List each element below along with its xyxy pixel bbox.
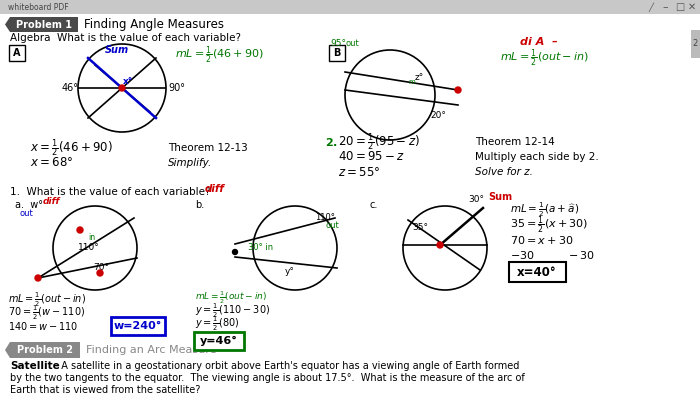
Text: 95°: 95° <box>330 40 346 48</box>
Text: w=240°: w=240° <box>114 321 162 331</box>
Text: Problem 1: Problem 1 <box>16 20 72 29</box>
Text: A satellite in a geostationary orbit above Earth's equator has a viewing angle o: A satellite in a geostationary orbit abo… <box>55 361 519 371</box>
Text: 2: 2 <box>693 40 698 48</box>
Text: $40 = 95 - z$: $40 = 95 - z$ <box>338 151 405 163</box>
Circle shape <box>455 87 461 93</box>
Text: ✕: ✕ <box>688 2 696 12</box>
Text: c.: c. <box>370 200 379 210</box>
Text: y=46°: y=46° <box>200 336 238 346</box>
Text: Simplify.: Simplify. <box>168 158 212 168</box>
Text: $70=x+30$: $70=x+30$ <box>510 234 573 246</box>
Text: $20 = \frac{1}{2}(95 - z)$: $20 = \frac{1}{2}(95 - z)$ <box>338 131 420 153</box>
Text: z°: z° <box>415 73 424 83</box>
FancyBboxPatch shape <box>194 332 244 350</box>
Text: $\mathbf{2.}$: $\mathbf{2.}$ <box>325 136 338 148</box>
Text: Theorem 12-14: Theorem 12-14 <box>475 137 554 147</box>
Text: 70°: 70° <box>93 263 109 272</box>
Text: $140=w-110$: $140=w-110$ <box>8 320 78 332</box>
FancyBboxPatch shape <box>509 262 566 282</box>
Circle shape <box>97 270 103 276</box>
Text: $z = 55°$: $z = 55°$ <box>338 165 380 178</box>
Text: $mL=\frac{1}{2}(out-in)$: $mL=\frac{1}{2}(out-in)$ <box>195 290 267 306</box>
Text: B: B <box>333 48 341 58</box>
Text: 110°: 110° <box>315 213 335 222</box>
FancyBboxPatch shape <box>0 0 700 14</box>
Text: $y=\frac{1}{2}(80)$: $y=\frac{1}{2}(80)$ <box>195 315 239 333</box>
FancyBboxPatch shape <box>10 17 78 32</box>
Text: 35°: 35° <box>412 224 428 233</box>
FancyBboxPatch shape <box>111 317 165 335</box>
Text: x=40°: x=40° <box>517 266 556 279</box>
Text: $mL=\frac{1}{2}(46+90)$: $mL=\frac{1}{2}(46+90)$ <box>175 44 264 66</box>
Text: $x = 68°$: $x = 68°$ <box>30 156 74 169</box>
Text: 46°: 46° <box>62 83 79 93</box>
Text: $x = \frac{1}{2}(46 + 90)$: $x = \frac{1}{2}(46 + 90)$ <box>30 137 113 159</box>
Text: Satellite: Satellite <box>10 361 60 371</box>
Circle shape <box>77 227 83 233</box>
Text: 90°: 90° <box>168 83 185 93</box>
Text: A: A <box>13 48 21 58</box>
Text: b.: b. <box>195 200 204 210</box>
Text: y°: y° <box>285 268 295 277</box>
Text: Finding an Arc Measure: Finding an Arc Measure <box>86 345 216 355</box>
Text: diff: diff <box>205 184 225 194</box>
Text: by the two tangents to the equator.  The viewing angle is about 17.5°.  What is : by the two tangents to the equator. The … <box>10 373 525 383</box>
Text: in: in <box>88 233 95 242</box>
Text: 110°: 110° <box>78 244 99 252</box>
Text: 20°: 20° <box>430 110 446 119</box>
Text: $y=\frac{1}{2}(110-30)$: $y=\frac{1}{2}(110-30)$ <box>195 302 270 320</box>
Text: out: out <box>20 209 34 219</box>
Circle shape <box>232 250 237 255</box>
Text: Sum: Sum <box>488 192 512 202</box>
FancyBboxPatch shape <box>691 30 700 58</box>
Text: ╱: ╱ <box>648 2 653 12</box>
Text: □: □ <box>675 2 685 12</box>
Circle shape <box>437 242 443 248</box>
Text: Algebra  What is the value of each variable?: Algebra What is the value of each variab… <box>10 33 241 43</box>
Text: out: out <box>346 40 360 48</box>
Text: x°: x° <box>123 77 133 86</box>
Text: whiteboard PDF: whiteboard PDF <box>8 2 69 11</box>
Text: Earth that is viewed from the satellite?: Earth that is viewed from the satellite? <box>10 385 200 393</box>
Text: 1.  What is the value of each variable?: 1. What is the value of each variable? <box>10 187 211 197</box>
Circle shape <box>35 275 41 281</box>
Text: Solve for z.: Solve for z. <box>475 167 533 177</box>
Text: di A  –: di A – <box>520 37 558 47</box>
Text: m: m <box>408 79 414 85</box>
Text: out: out <box>325 222 339 231</box>
Circle shape <box>119 85 125 91</box>
Text: Theorem 12-13: Theorem 12-13 <box>168 143 248 153</box>
Polygon shape <box>5 17 10 32</box>
Text: $35=\frac{1}{2}(x+30)$: $35=\frac{1}{2}(x+30)$ <box>510 214 588 236</box>
Text: 30°: 30° <box>468 195 484 204</box>
FancyBboxPatch shape <box>10 342 80 358</box>
Text: $-30\qquad\quad -30$: $-30\qquad\quad -30$ <box>510 249 595 261</box>
Text: a.  w°: a. w° <box>15 200 43 210</box>
Text: $70=\frac{1}{2}(w-110)$: $70=\frac{1}{2}(w-110)$ <box>8 304 85 322</box>
Text: Multiply each side by 2.: Multiply each side by 2. <box>475 152 598 162</box>
FancyBboxPatch shape <box>329 45 345 61</box>
Text: Sum: Sum <box>105 45 129 55</box>
Text: $mL=\frac{1}{2}(out-in)$: $mL=\frac{1}{2}(out-in)$ <box>500 47 589 69</box>
Text: diff: diff <box>43 198 60 206</box>
FancyBboxPatch shape <box>9 45 25 61</box>
Text: 30° in: 30° in <box>248 244 273 252</box>
Text: $mL=\frac{1}{2}(out-in)$: $mL=\frac{1}{2}(out-in)$ <box>8 291 86 309</box>
Text: $mL=\frac{1}{2}(a+\widehat{a})$: $mL=\frac{1}{2}(a+\widehat{a})$ <box>510 201 579 219</box>
Polygon shape <box>5 342 10 358</box>
Text: Finding Angle Measures: Finding Angle Measures <box>84 18 224 31</box>
Text: –: – <box>662 2 668 12</box>
Text: Problem 2: Problem 2 <box>17 345 73 355</box>
